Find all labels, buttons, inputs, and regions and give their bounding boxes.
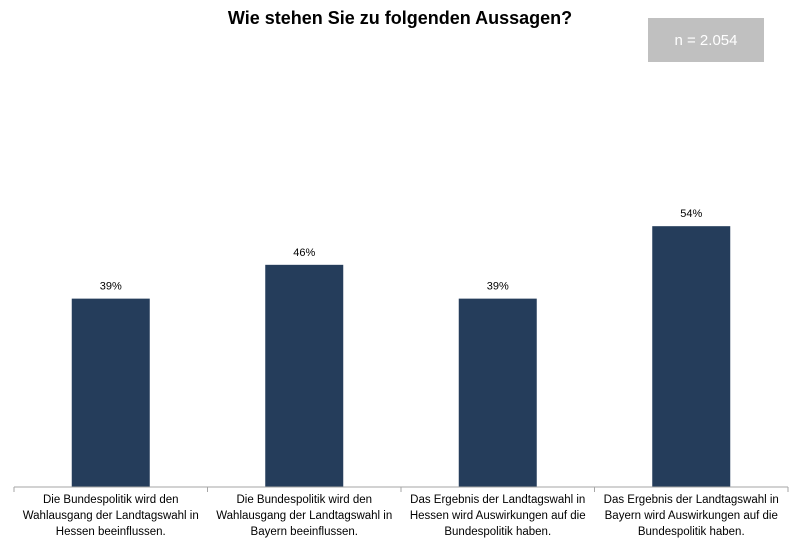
bar-1 <box>71 298 150 487</box>
category-label-1: Die Bundespolitik wird den Wahlausgang d… <box>22 494 199 538</box>
data-label-1: 39% <box>100 281 122 293</box>
category-label-3: Das Ergebnis der Landtagswahl in Hessen … <box>409 494 586 538</box>
bar-4 <box>652 226 731 487</box>
chart-title: Wie stehen Sie zu folgenden Aussagen? <box>227 8 573 28</box>
data-label-3: 39% <box>487 281 509 293</box>
bar-2 <box>265 264 344 487</box>
data-label-4: 54% <box>680 208 702 220</box>
category-label-4: Das Ergebnis der Landtagswahl in Bayern … <box>603 494 779 538</box>
sample-size-badge: n = 2.054 <box>648 18 764 62</box>
bar-3 <box>458 298 537 487</box>
category-label-2: Die Bundespolitik wird den Wahlausgang d… <box>216 494 393 538</box>
data-label-2: 46% <box>293 247 315 259</box>
